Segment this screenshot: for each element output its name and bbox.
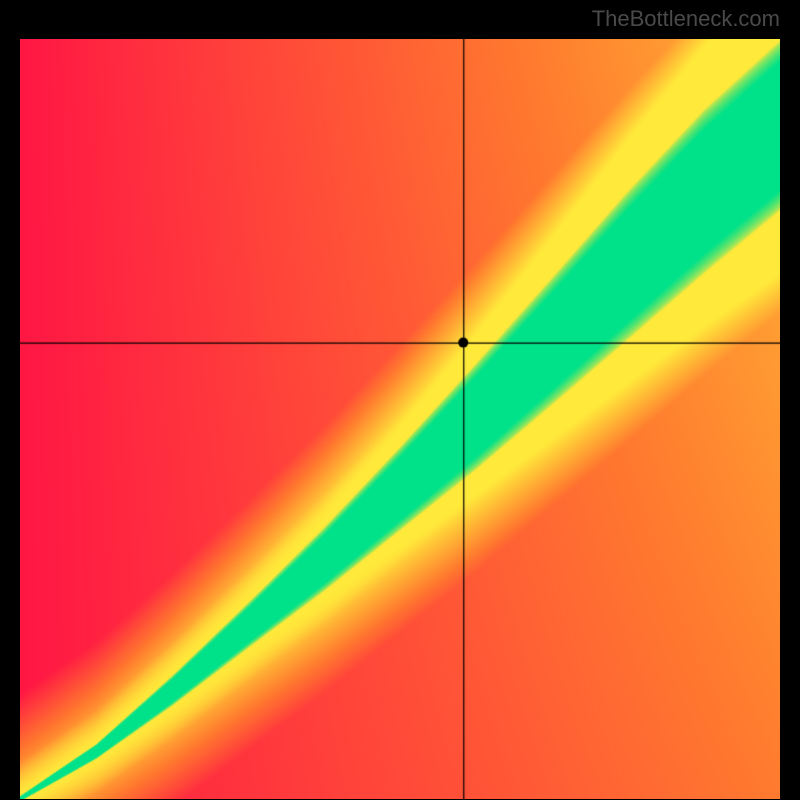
chart-container: TheBottleneck.com	[0, 0, 800, 800]
heatmap-canvas	[20, 39, 780, 799]
watermark-text: TheBottleneck.com	[592, 6, 780, 32]
